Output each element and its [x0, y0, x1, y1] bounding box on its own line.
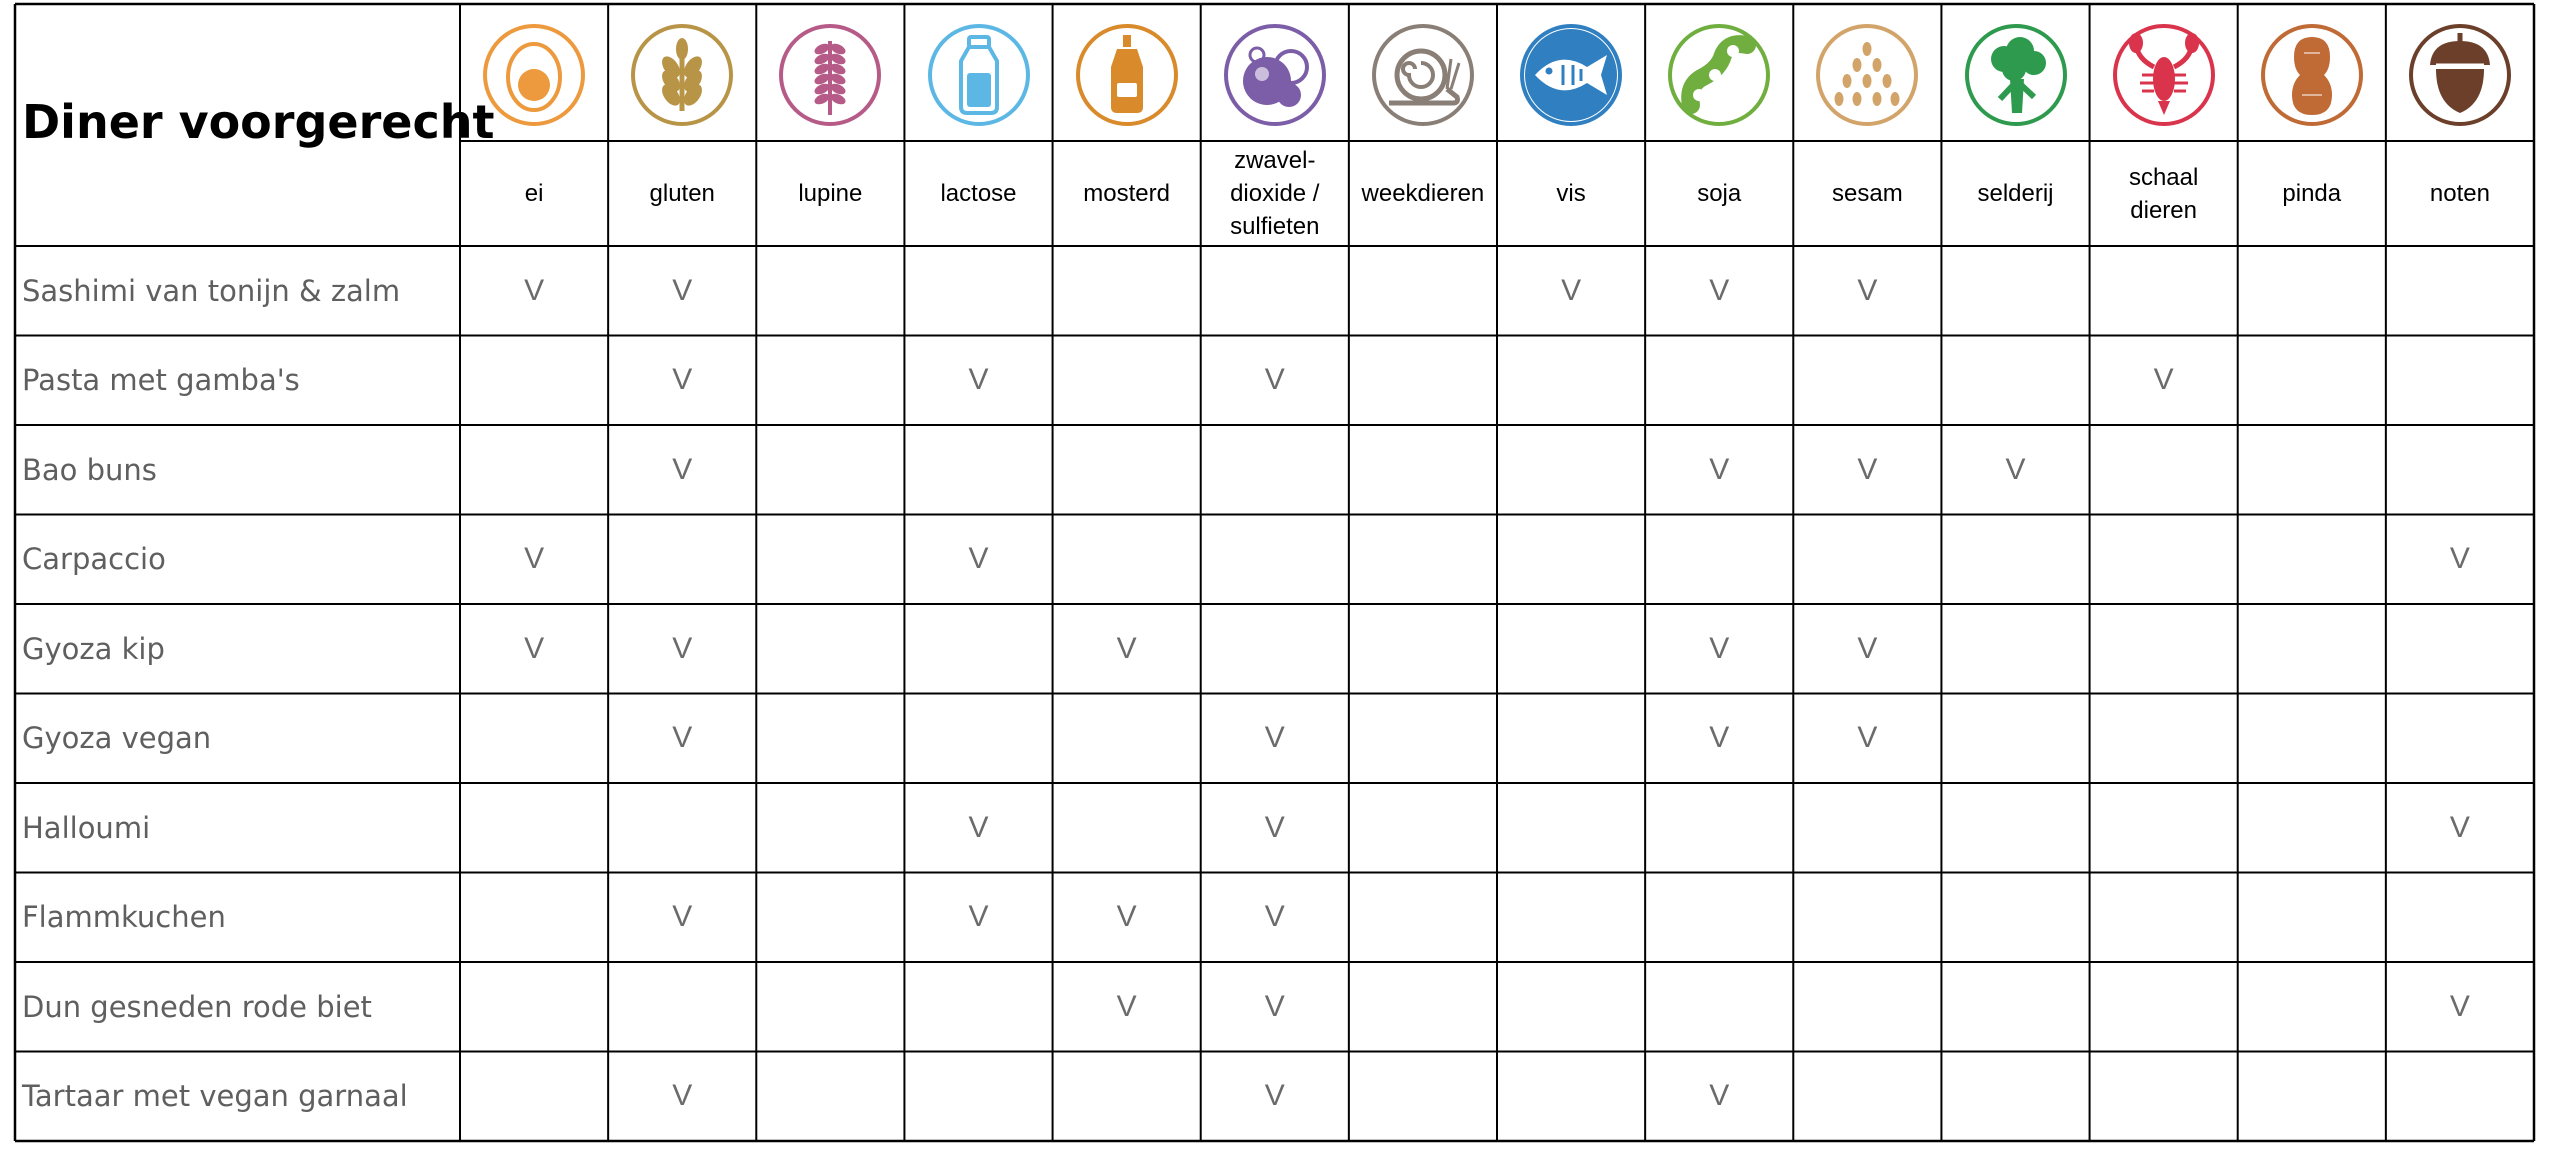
allergen-label: vis: [1556, 180, 1586, 207]
allergen-mark: V: [2005, 452, 2026, 486]
allergen-label: selderij: [1977, 180, 2054, 207]
dish-name: Sashimi van tonijn & zalm: [22, 273, 401, 308]
allergen-mark: V: [968, 542, 989, 576]
allergen-mark: V: [1709, 721, 1730, 755]
page-title: Diner voorgerecht: [22, 95, 495, 149]
egg-icon: [478, 19, 590, 131]
dish-name: Tartaar met vegan garnaal: [22, 1079, 408, 1114]
allergen-mark: V: [1561, 273, 1582, 307]
lobster-icon: [2108, 19, 2220, 131]
allergen-mark: V: [1264, 989, 1285, 1023]
allergen-mark: V: [524, 273, 545, 307]
allergen-mark: V: [672, 273, 693, 307]
milk-bottle-icon: [923, 19, 1035, 131]
acorn-icon: [2404, 19, 2516, 131]
allergen-mark: V: [1264, 721, 1285, 755]
dish-name: Carpaccio: [22, 542, 166, 577]
peanut-icon: [2256, 19, 2368, 131]
allergen-mark: V: [1709, 273, 1730, 307]
allergen-label: lactose: [940, 180, 1017, 207]
sesame-seeds-icon: [1811, 19, 1923, 131]
allergen-mark: V: [2153, 363, 2174, 397]
dish-name: Gyoza vegan: [22, 721, 212, 756]
allergen-label: pinda: [2282, 180, 2342, 207]
allergen-mark: V: [968, 900, 989, 934]
allergen-label: gluten: [649, 180, 715, 207]
sulphite-bubbles-icon: [1219, 19, 1331, 131]
allergen-mark: V: [1264, 900, 1285, 934]
celery-icon: [1960, 19, 2072, 131]
dish-name: Dun gesneden rode biet: [22, 989, 372, 1024]
allergen-mark: V: [1857, 452, 1878, 486]
dish-name: Halloumi: [22, 810, 151, 845]
allergen-mark: V: [524, 542, 545, 576]
allergen-mark: V: [2449, 542, 2470, 576]
dish-name: Bao buns: [22, 452, 157, 487]
allergen-mark: V: [672, 900, 693, 934]
allergen-label: lupine: [798, 180, 863, 207]
dish-name: Gyoza kip: [22, 631, 165, 666]
allergen-mark: V: [2449, 810, 2470, 844]
allergen-mark: V: [1709, 1079, 1730, 1113]
dish-name: Pasta met gamba's: [22, 363, 300, 398]
allergen-label: soja: [1697, 180, 1742, 207]
allergen-label: mosterd: [1083, 180, 1170, 207]
allergen-label: schaal dieren: [2128, 163, 2199, 224]
allergen-mark: V: [524, 631, 545, 665]
allergen-mark: V: [1857, 273, 1878, 307]
mustard-bottle-icon: [1071, 19, 1183, 131]
allergen-mark: V: [1709, 631, 1730, 665]
allergen-mark: V: [672, 631, 693, 665]
allergen-mark: V: [672, 1079, 693, 1113]
allergen-label: weekdieren: [1361, 180, 1485, 207]
allergen-mark: V: [1857, 631, 1878, 665]
allergen-mark: V: [968, 810, 989, 844]
allergen-mark: V: [672, 452, 693, 486]
dish-name: Flammkuchen: [22, 900, 226, 935]
allergen-mark: V: [1857, 721, 1878, 755]
allergen-label: ei: [524, 180, 544, 207]
allergen-label: noten: [2429, 180, 2490, 207]
allergen-label: zwavel- dioxide / sulfieten: [1230, 147, 1320, 240]
allergen-mark: V: [1116, 989, 1137, 1023]
soy-pod-icon: [1663, 19, 1775, 131]
allergen-mark: V: [1709, 452, 1730, 486]
allergen-label: sesam: [1832, 180, 1903, 207]
allergen-mark: V: [1264, 810, 1285, 844]
allergen-mark: V: [2449, 989, 2470, 1023]
wheat-icon: [626, 19, 738, 131]
allergen-mark: V: [672, 721, 693, 755]
lupine-icon: [774, 19, 886, 131]
fish-icon: [1515, 19, 1627, 131]
allergen-mark: V: [1264, 363, 1285, 397]
allergen-mark: V: [1116, 631, 1137, 665]
allergen-mark: V: [1264, 1079, 1285, 1113]
allergen-mark: V: [968, 363, 989, 397]
allergen-mark: V: [1116, 900, 1137, 934]
snail-icon: [1367, 19, 1479, 131]
allergen-mark: V: [672, 363, 693, 397]
